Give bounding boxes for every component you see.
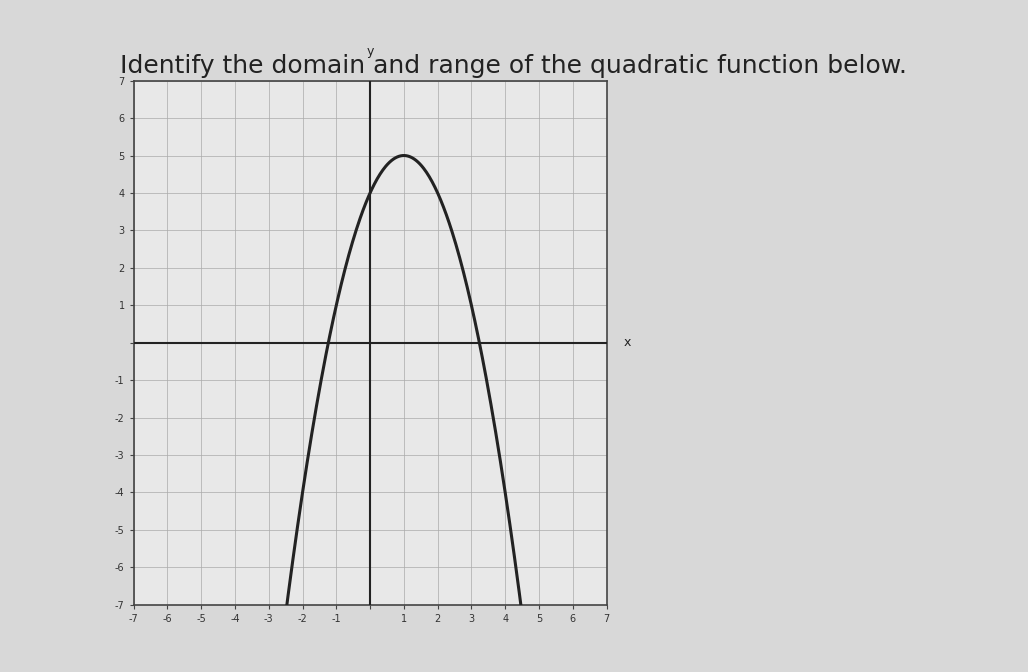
Text: Identify the domain and range of the quadratic function below.: Identify the domain and range of the qua…: [120, 54, 908, 78]
Text: x: x: [623, 336, 631, 349]
Text: y: y: [366, 45, 374, 58]
